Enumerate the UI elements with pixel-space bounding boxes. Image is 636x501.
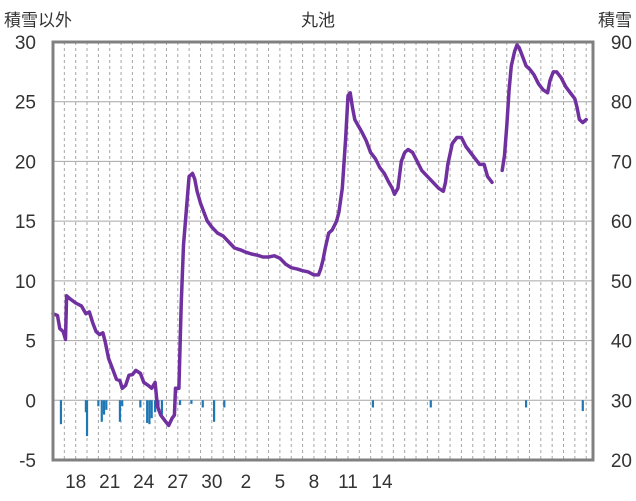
precip-bar (581, 400, 584, 412)
precip-bar (148, 400, 151, 425)
precip-bar (190, 400, 193, 404)
bars-layer (59, 400, 584, 437)
precip-bar (100, 400, 103, 422)
left-axis-label: 積雪以外 (4, 11, 72, 31)
chart-title: 丸池 (301, 11, 335, 31)
precip-bar (146, 400, 149, 423)
x-axis-tick-label: 18 (65, 472, 86, 493)
precip-bar (429, 400, 432, 408)
precip-bar (121, 400, 124, 407)
right-axis-tick-label: 80 (611, 93, 632, 114)
x-axis-tick-label: 27 (167, 472, 188, 493)
precip-bar (118, 400, 122, 422)
x-axis-tick-label: 24 (133, 472, 155, 493)
x-axis-tick-label: 8 (309, 472, 320, 493)
precip-bar (178, 400, 182, 406)
precip-bar (139, 400, 142, 408)
plot-frame (51, 40, 595, 462)
snow-depth-line (51, 91, 494, 428)
left-axis-tick-label: 25 (15, 93, 36, 114)
precip-bar (85, 400, 89, 437)
right-axis-tick-label: 20 (611, 451, 632, 472)
precip-bar (105, 400, 108, 410)
x-axis-tick-label: 5 (275, 472, 286, 493)
right-axis-tick-label: 40 (611, 332, 632, 353)
left-axis-tick-label: 20 (15, 152, 36, 173)
precip-bar (59, 400, 63, 425)
left-axis-tick-label: -5 (19, 451, 36, 472)
precip-bar (524, 400, 528, 408)
precip-bar (154, 400, 157, 413)
x-axis-tick-label: 2 (241, 472, 252, 493)
x-axis-tick-label: 21 (99, 472, 120, 493)
left-axis-tick-label: 15 (15, 212, 36, 233)
precip-bar (160, 400, 164, 415)
right-axis-tick-label: 30 (611, 391, 632, 412)
lines-layer (51, 43, 588, 428)
precip-bar (371, 400, 375, 408)
precip-bar (223, 400, 226, 408)
right-axis-label: 積雪 (598, 11, 632, 31)
x-axis-tick-label: 14 (371, 472, 393, 493)
left-axis-tick-label: 5 (25, 332, 36, 353)
right-axis-tick-label: 50 (611, 272, 632, 293)
left-axis-tick-label: 30 (15, 33, 36, 54)
x-axis-tick-label: 30 (201, 472, 222, 493)
snow-depth-line (500, 43, 588, 173)
x-axis-tick-label: 11 (338, 472, 358, 493)
precip-bar (212, 400, 216, 422)
right-axis-tick-label: 90 (611, 33, 632, 54)
precip-bar (97, 400, 100, 407)
precip-bar (102, 400, 106, 415)
precip-bar (150, 400, 153, 419)
left-axis-tick-label: 0 (25, 391, 36, 412)
right-axis-tick-label: 70 (611, 152, 632, 173)
left-axis-tick-label: 10 (15, 272, 36, 293)
right-axis-tick-label: 60 (611, 212, 632, 233)
precip-bar (201, 400, 204, 408)
precip-bar (84, 400, 87, 413)
